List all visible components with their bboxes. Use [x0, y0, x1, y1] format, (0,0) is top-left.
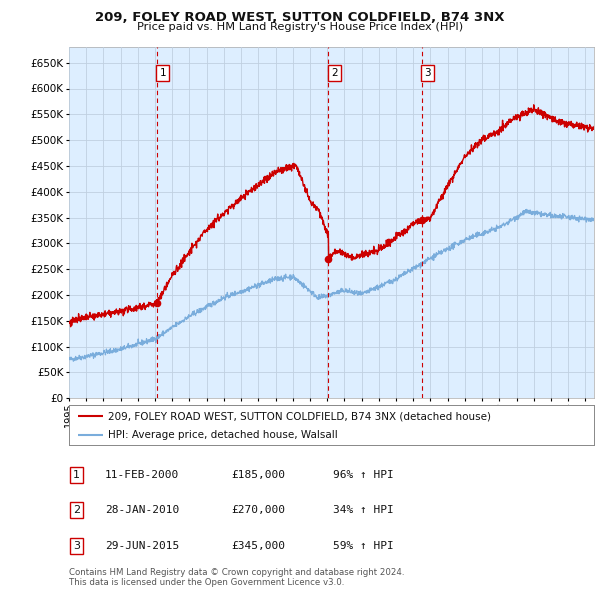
Text: 3: 3	[424, 68, 431, 78]
Text: 1: 1	[73, 470, 80, 480]
Text: 34% ↑ HPI: 34% ↑ HPI	[333, 506, 394, 515]
Text: 59% ↑ HPI: 59% ↑ HPI	[333, 541, 394, 550]
Text: Contains HM Land Registry data © Crown copyright and database right 2024.: Contains HM Land Registry data © Crown c…	[69, 568, 404, 577]
Text: This data is licensed under the Open Government Licence v3.0.: This data is licensed under the Open Gov…	[69, 578, 344, 587]
Text: 2: 2	[73, 506, 80, 515]
Text: £270,000: £270,000	[231, 506, 285, 515]
Text: £185,000: £185,000	[231, 470, 285, 480]
Text: £345,000: £345,000	[231, 541, 285, 550]
Text: 209, FOLEY ROAD WEST, SUTTON COLDFIELD, B74 3NX: 209, FOLEY ROAD WEST, SUTTON COLDFIELD, …	[95, 11, 505, 24]
Text: 28-JAN-2010: 28-JAN-2010	[105, 506, 179, 515]
Text: 96% ↑ HPI: 96% ↑ HPI	[333, 470, 394, 480]
Text: 2: 2	[331, 68, 338, 78]
Text: 11-FEB-2000: 11-FEB-2000	[105, 470, 179, 480]
Text: 29-JUN-2015: 29-JUN-2015	[105, 541, 179, 550]
Text: HPI: Average price, detached house, Walsall: HPI: Average price, detached house, Wals…	[109, 431, 338, 440]
Text: 209, FOLEY ROAD WEST, SUTTON COLDFIELD, B74 3NX (detached house): 209, FOLEY ROAD WEST, SUTTON COLDFIELD, …	[109, 411, 491, 421]
Text: 3: 3	[73, 541, 80, 550]
Text: 1: 1	[160, 68, 166, 78]
Text: Price paid vs. HM Land Registry's House Price Index (HPI): Price paid vs. HM Land Registry's House …	[137, 22, 463, 32]
